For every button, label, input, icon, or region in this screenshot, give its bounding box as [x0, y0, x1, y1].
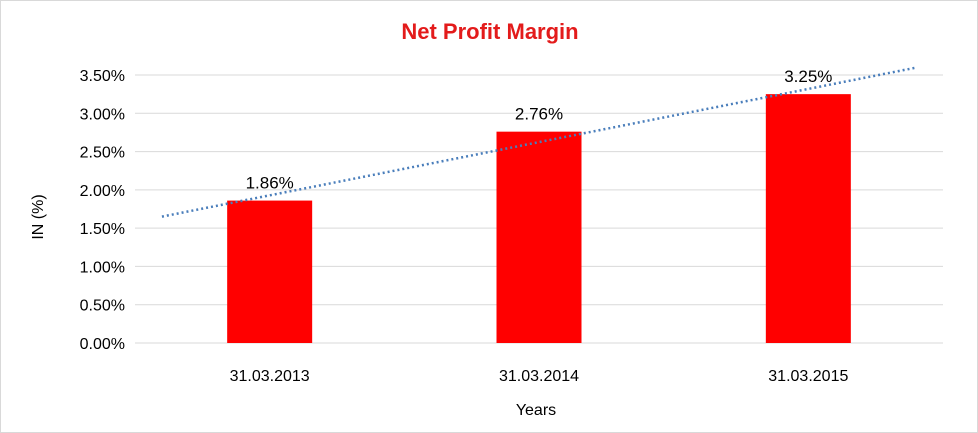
bar — [765, 94, 851, 344]
data-label: 2.76% — [515, 105, 563, 124]
y-tick-label: 1.00% — [80, 259, 125, 276]
y-axis-label: IN (%) — [30, 194, 47, 239]
data-label: 3.25% — [784, 67, 832, 86]
data-label: 1.86% — [246, 174, 294, 193]
trendline-line — [161, 66, 917, 218]
x-axis-label: Years — [516, 402, 556, 419]
y-tick-label: 3.00% — [80, 106, 125, 123]
x-tick-labels: 31.03.2013 31.03.2014 31.03.2015 — [230, 368, 849, 385]
y-tick-label: 0.50% — [80, 298, 125, 315]
bar — [227, 200, 313, 343]
chart-title: Net Profit Margin — [401, 19, 578, 44]
x-tick-label: 31.03.2013 — [230, 368, 310, 385]
trendline — [161, 66, 917, 218]
y-tick-labels: 0.00% 0.50% 1.00% 1.50% 2.00% 2.50% 3.00% 3.50% — [80, 68, 125, 353]
bars — [227, 94, 851, 344]
data-labels: 1.86% 2.76% 3.25% — [246, 67, 833, 192]
y-tick-label: 1.50% — [80, 221, 125, 238]
x-tick-label: 31.03.2015 — [768, 368, 848, 385]
y-tick-label: 2.50% — [80, 145, 125, 162]
x-tick-label: 31.03.2014 — [499, 368, 579, 385]
y-tick-label: 2.00% — [80, 183, 125, 200]
y-tick-label: 0.00% — [80, 336, 125, 353]
y-tick-label: 3.50% — [80, 68, 125, 85]
bar — [496, 131, 582, 343]
